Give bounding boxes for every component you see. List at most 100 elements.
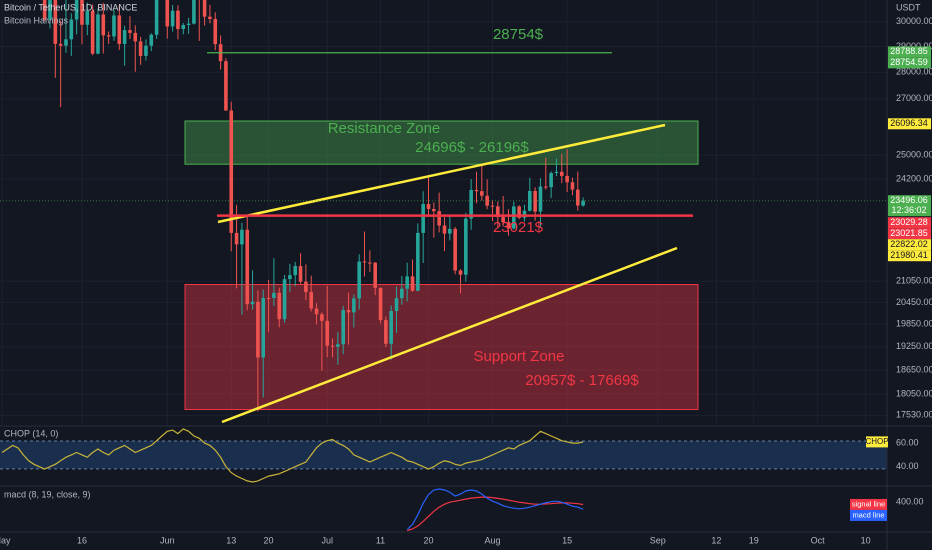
x-tick-label: 19: [749, 535, 759, 545]
candle-body: [192, 0, 196, 24]
chop-title: CHOP (14, 0): [4, 428, 58, 438]
candle-body: [373, 262, 377, 288]
candle-body: [346, 310, 351, 313]
candle-body: [490, 205, 495, 207]
candle-body: [453, 228, 457, 271]
trend-line: [217, 123, 666, 224]
candle-body: [543, 186, 548, 188]
x-tick-label: May: [0, 535, 11, 545]
y-tick-label: 28000.00: [896, 67, 932, 77]
candle-body: [74, 0, 79, 20]
overlay: Bitcoin / TetherUS, 1D, BINANCE Bitcoin …: [4, 2, 921, 521]
candle-body: [298, 266, 303, 282]
macd-pane: [406, 488, 584, 532]
candle-body: [448, 228, 452, 234]
candle-body: [85, 10, 90, 25]
price-tag: [888, 217, 931, 229]
candle-body: [42, 0, 47, 20]
candle-body: [506, 222, 511, 229]
y-tick-label: 25000.00: [896, 150, 932, 160]
level-label: 28754$: [493, 26, 544, 43]
price-tag: [888, 239, 931, 251]
y-tick-label: 27000.00: [896, 93, 932, 103]
candle-body: [250, 301, 255, 305]
candle-body: [357, 261, 361, 299]
candle-body: [416, 232, 420, 291]
candle-body: [90, 10, 95, 54]
candle-body: [533, 190, 537, 212]
chop-pane: [0, 428, 887, 483]
candle-body: [266, 298, 271, 300]
indicator-name: Bitcoin Halvings: [4, 15, 69, 25]
candle-body: [181, 24, 186, 30]
candle-body: [48, 0, 52, 20]
candle-body: [144, 45, 148, 56]
candle-body: [464, 218, 468, 275]
candle-body: [96, 14, 100, 54]
candle-body: [112, 15, 116, 37]
candle-body: [485, 195, 489, 206]
x-tick-label: 15: [562, 535, 572, 545]
y-tick-label: 20450.00: [896, 297, 932, 307]
candle-body: [245, 229, 250, 305]
candle-body: [133, 32, 138, 42]
x-tick-label: Oct: [811, 535, 826, 545]
candle-body: [405, 276, 409, 289]
candle-body: [554, 171, 559, 173]
x-tick-label: 10: [861, 535, 871, 545]
candle-body: [261, 298, 266, 358]
candle-body: [559, 171, 564, 176]
candle-body: [410, 276, 415, 291]
candle-body: [512, 206, 516, 229]
candle-body: [138, 41, 143, 56]
price-tag-label: 22822.02: [890, 239, 928, 249]
candle-body: [517, 206, 521, 218]
price-tag: [888, 250, 931, 262]
zone-name: Support Zone: [474, 348, 565, 365]
candle-body: [101, 14, 106, 36]
candle-body: [176, 10, 180, 30]
candle-body: [240, 229, 244, 245]
candle-body: [320, 314, 324, 321]
candle-body: [213, 18, 218, 45]
macd-line: [406, 488, 584, 530]
y-tick-label: 18050.00: [896, 388, 932, 398]
chop-tag-label: CHOP: [865, 437, 888, 446]
candle-body: [522, 210, 527, 218]
candle-body: [469, 189, 473, 219]
candle-body: [58, 43, 63, 46]
legend-label: signal line: [852, 499, 885, 508]
chop-tick-label: 60.00: [896, 437, 919, 447]
candle-body: [149, 34, 154, 46]
candle-body: [394, 298, 399, 312]
candle-body: [368, 262, 372, 264]
chop-tag: [866, 436, 888, 448]
candle-body: [304, 281, 308, 293]
candle-body: [575, 189, 580, 206]
candle-body: [570, 182, 575, 190]
price-tag-label: 23496.06: [890, 195, 928, 205]
candle-body: [128, 30, 132, 33]
candle-body: [186, 23, 191, 25]
y-tick-label: 19250.00: [896, 341, 932, 351]
candle-body: [400, 288, 404, 299]
candle-body: [432, 209, 436, 212]
x-tick-label: Jul: [321, 535, 333, 545]
candle-body: [528, 190, 532, 211]
candle-body: [314, 308, 319, 315]
chop-band: [0, 440, 887, 469]
price-tag-label: 26096.34: [890, 118, 928, 128]
candle-body: [234, 232, 239, 245]
candle-body: [170, 10, 175, 27]
candle-body: [437, 211, 441, 226]
candle-body: [458, 270, 463, 275]
candle-body: [256, 301, 260, 358]
y-tick-label: 21050.00: [896, 276, 932, 286]
candle-body: [362, 261, 367, 263]
price-tag: [888, 46, 931, 58]
candle-body: [538, 186, 543, 212]
legend-tag: [850, 498, 887, 510]
